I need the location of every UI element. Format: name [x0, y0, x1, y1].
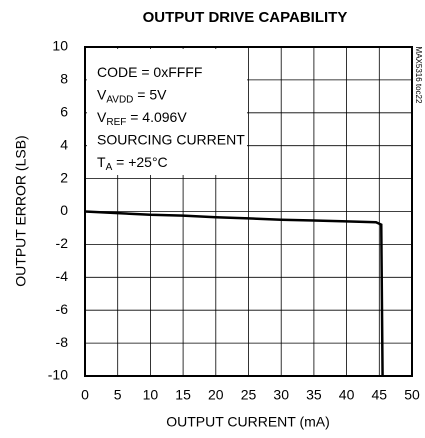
- annotation-part: AVDD: [106, 94, 133, 105]
- annotation-part: V: [97, 86, 107, 102]
- x-tick-label: 35: [306, 387, 322, 403]
- annotation: SOURCING CURRENT: [97, 131, 245, 147]
- x-tick-label: 25: [241, 387, 257, 403]
- y-tick-label: 6: [60, 104, 68, 120]
- y-tick-label: -6: [56, 301, 69, 317]
- chart-note: MAX5316 toc22: [414, 47, 423, 104]
- annotation-part: CODE = 0xFFFF: [97, 64, 202, 80]
- annotation-part: = 4.096V: [126, 109, 187, 125]
- x-tick-label: 20: [208, 387, 224, 403]
- annotation-part: = +25°C: [112, 154, 167, 170]
- annotation-part: V: [97, 109, 107, 125]
- y-tick-label: -8: [56, 334, 69, 350]
- y-tick-label: -2: [56, 235, 69, 251]
- annotation-part: A: [106, 162, 113, 173]
- annotation-box: [87, 49, 247, 175]
- x-tick-label: 50: [404, 387, 420, 403]
- y-tick-label: 10: [52, 38, 68, 54]
- y-tick-label: 0: [60, 202, 68, 218]
- y-tick-label: -10: [48, 367, 68, 383]
- annotation-part: = 5V: [133, 86, 167, 102]
- annotation: CODE = 0xFFFF: [97, 64, 202, 80]
- x-tick-label: 0: [81, 387, 89, 403]
- y-tick-label: 2: [60, 169, 68, 185]
- annotation-part: SOURCING CURRENT: [97, 131, 245, 147]
- annotation-part: REF: [106, 117, 126, 128]
- data-line: [84, 210, 384, 377]
- annotation: VREF = 4.096V: [97, 109, 187, 128]
- y-tick-label: 4: [60, 136, 68, 152]
- y-axis-label: OUTPUT ERROR (LSB): [13, 135, 29, 286]
- x-tick-label: 30: [273, 387, 289, 403]
- x-axis-label: OUTPUT CURRENT (mA): [166, 414, 330, 430]
- y-tick-label: 8: [60, 71, 68, 87]
- x-tick-label: 15: [175, 387, 191, 403]
- y-tick-label: -4: [56, 268, 69, 284]
- x-tick-label: 5: [114, 387, 122, 403]
- annotation: TA = +25°C: [97, 154, 168, 173]
- x-tick-label: 45: [372, 387, 388, 403]
- chart-title: OUTPUT DRIVE CAPABILITY: [143, 9, 348, 26]
- annotation-part: T: [97, 154, 106, 170]
- x-tick-label: 10: [143, 387, 159, 403]
- x-tick-label: 40: [339, 387, 355, 403]
- annotation: VAVDD = 5V: [97, 86, 167, 105]
